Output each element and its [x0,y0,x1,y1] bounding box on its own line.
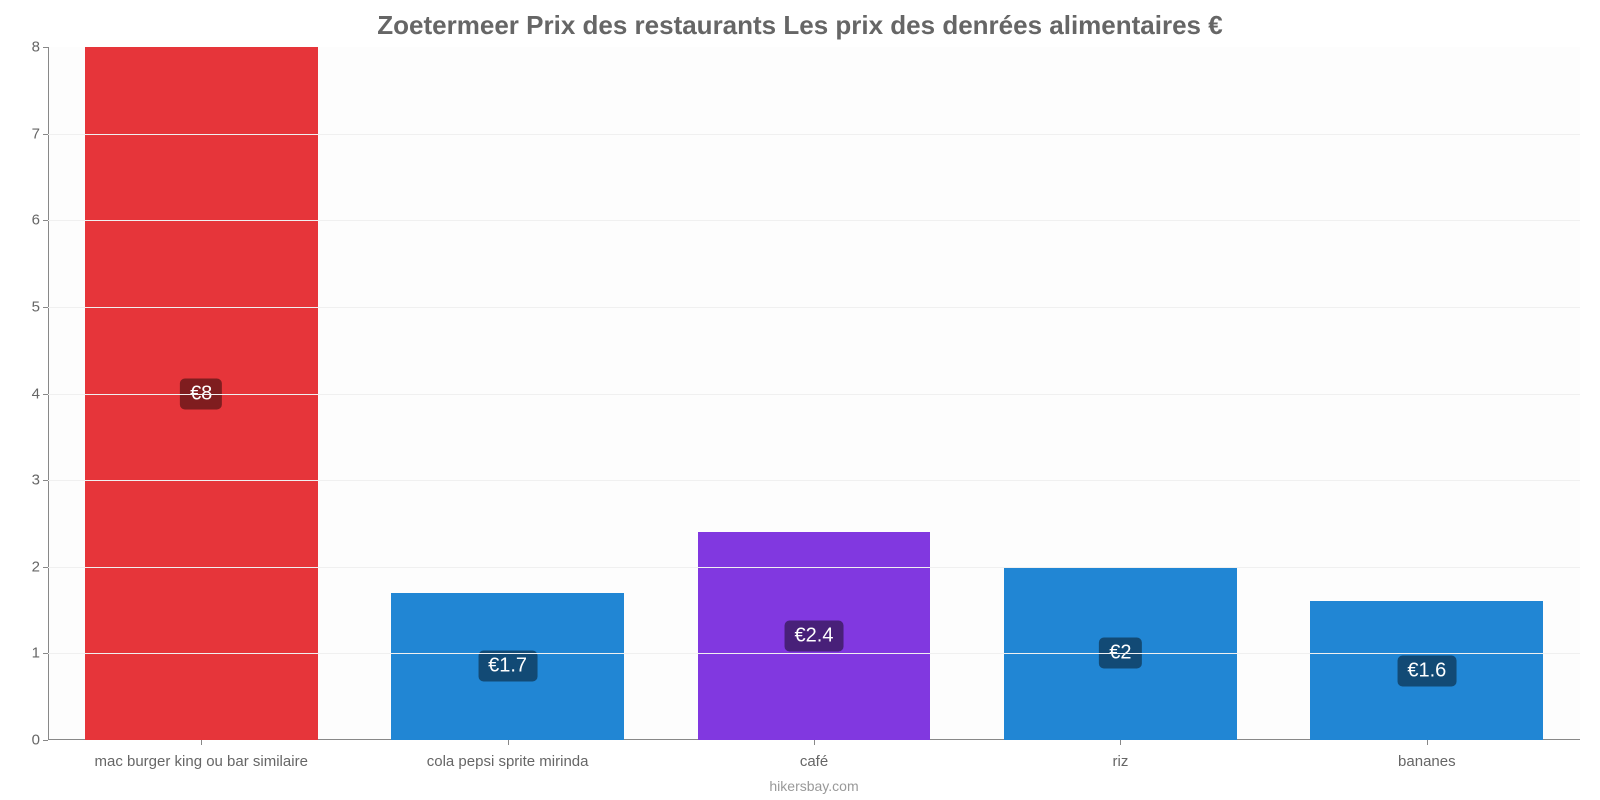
bar-value-label: €2.4 [785,621,844,652]
x-axis-label: riz [967,753,1273,770]
x-axis-label: mac burger king ou bar similaire [48,753,354,770]
y-tick-mark [43,47,48,48]
bar: €2.4 [698,532,931,740]
y-tick-mark [43,134,48,135]
bar: €1.7 [391,593,624,740]
x-tick-mark [201,740,202,745]
y-tick-mark [43,653,48,654]
gridline [48,220,1580,221]
y-tick-mark [43,740,48,741]
plot-wrap: €8€1.7€2.4€2€1.6 012345678 mac burger ki… [48,47,1580,800]
x-tick-mark [814,740,815,745]
x-tick-mark [1427,740,1428,745]
gridline [48,653,1580,654]
bar-value-label: €1.6 [1397,655,1456,686]
bar: €1.6 [1310,601,1543,740]
y-tick-mark [43,567,48,568]
x-axis-label: café [661,753,967,770]
y-tick-mark [43,307,48,308]
x-tick-mark [1120,740,1121,745]
y-tick-mark [43,220,48,221]
gridline [48,134,1580,135]
gridline [48,480,1580,481]
source-label: hikersbay.com [48,778,1580,794]
chart-title: Zoetermeer Prix des restaurants Les prix… [0,0,1600,47]
x-axis-label: bananes [1274,753,1580,770]
x-labels-row: mac burger king ou bar similairecola pep… [48,753,1580,770]
bar-value-label: €1.7 [478,651,537,682]
x-tick-mark [508,740,509,745]
gridline [48,307,1580,308]
chart-container: Zoetermeer Prix des restaurants Les prix… [0,0,1600,800]
plot-area: €8€1.7€2.4€2€1.6 012345678 [48,47,1580,740]
gridline [48,567,1580,568]
x-axis-label: cola pepsi sprite mirinda [354,753,660,770]
gridline [48,394,1580,395]
y-tick-mark [43,394,48,395]
y-tick-mark [43,480,48,481]
